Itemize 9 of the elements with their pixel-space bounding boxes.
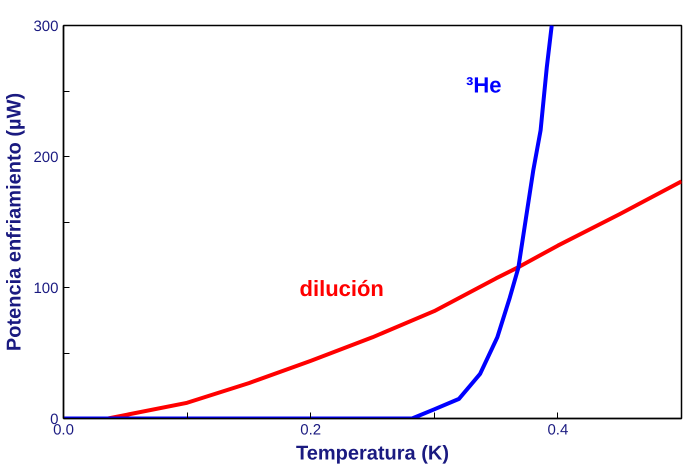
y-tick-label: 200 bbox=[33, 149, 59, 166]
x-tick-label: 0.2 bbox=[300, 422, 322, 438]
series-label: ³He bbox=[466, 72, 502, 98]
y-axis-title: Potencia enfriamiento (µW) bbox=[3, 92, 26, 352]
x-tick-label: 0.4 bbox=[547, 422, 568, 438]
x-axis-title: Temperatura (K) bbox=[296, 442, 450, 464]
y-tick-label: 100 bbox=[33, 280, 59, 297]
series-label: dilución bbox=[300, 276, 384, 301]
y-tick-label: 300 bbox=[33, 18, 59, 35]
